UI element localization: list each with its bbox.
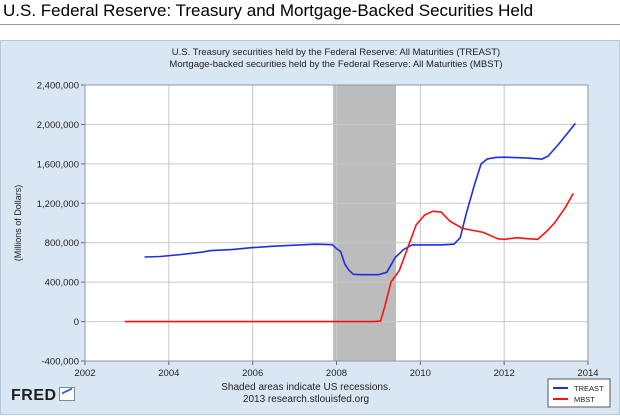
y-axis-label: (Millions of Dollars) xyxy=(13,185,23,262)
x-tick-label: 2008 xyxy=(326,368,347,379)
fred-logo: FRED xyxy=(11,387,75,405)
y-tick-label: 800,000 xyxy=(45,238,79,249)
x-tick-label: 2002 xyxy=(74,368,95,379)
x-tick-label: 2010 xyxy=(410,368,431,379)
fred-logo-text: FRED xyxy=(11,387,57,404)
legend-label-treast: TREAST xyxy=(574,384,604,393)
chart-title: U.S. Treasury securities held by the Fed… xyxy=(172,47,500,58)
legend-box xyxy=(547,378,611,408)
line-chart: U.S. Treasury securities held by the Fed… xyxy=(13,47,611,408)
page-title: U.S. Federal Reserve: Treasury and Mortg… xyxy=(3,1,534,20)
y-tick-label: 1,600,000 xyxy=(37,159,79,170)
x-tick-label: 2014 xyxy=(577,368,598,379)
series-line-treast xyxy=(144,122,577,276)
legend-label-mbst: MBST xyxy=(574,395,595,404)
x-tick-label: 2004 xyxy=(158,368,179,379)
y-tick-label: 400,000 xyxy=(45,278,79,289)
x-tick-label: 2006 xyxy=(242,368,263,379)
series-line-mbst xyxy=(124,193,574,323)
chart-subtitle: Mortgage-backed securities held by the F… xyxy=(169,59,502,70)
y-tick-label: 0 xyxy=(74,317,79,328)
y-tick-label: 1,200,000 xyxy=(37,199,79,210)
y-tick-label: 2,400,000 xyxy=(37,81,79,92)
plot-border xyxy=(84,84,589,362)
source-note: 2013 research.stlouisfed.org xyxy=(242,394,370,405)
recession-shade-0 xyxy=(333,85,397,361)
x-tick-label: 2012 xyxy=(494,368,515,379)
chart-frame: U.S. Treasury securities held by the Fed… xyxy=(0,40,620,415)
fred-chart-icon xyxy=(58,387,75,401)
y-tick-label: 2,000,000 xyxy=(37,120,79,131)
y-tick-label: -400,000 xyxy=(41,357,79,368)
recession-note: Shaded areas indicate US recessions. xyxy=(221,382,391,393)
title-divider xyxy=(0,24,620,25)
